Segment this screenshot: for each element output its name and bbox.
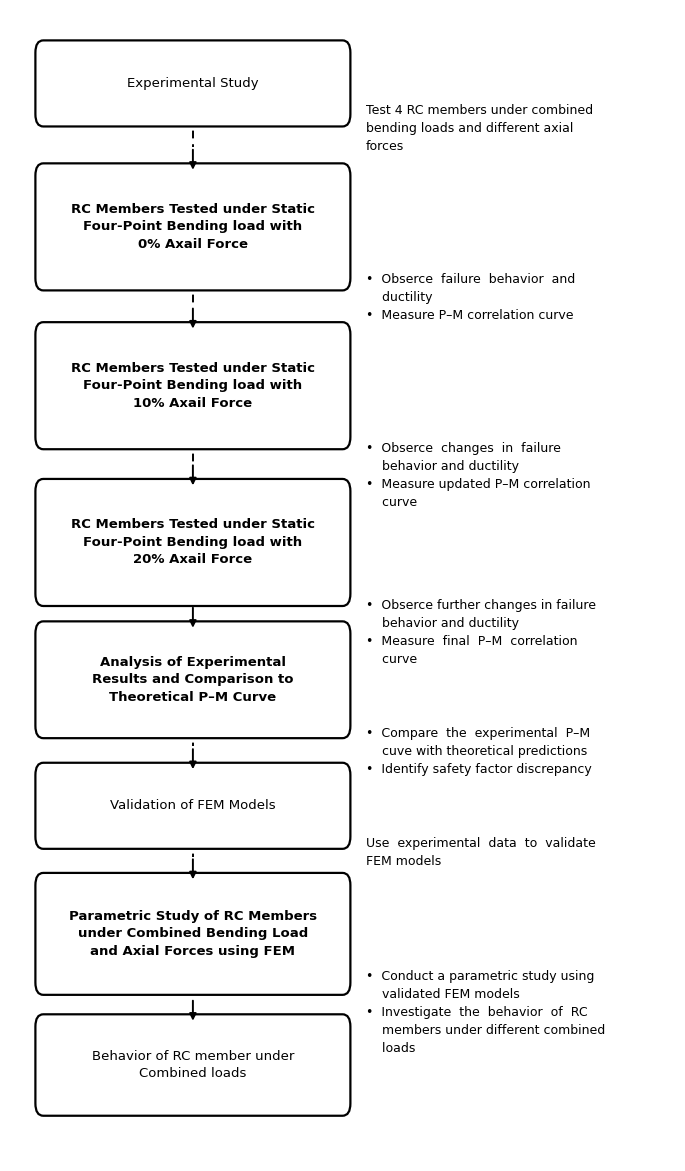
Text: •  Conduct a parametric study using
    validated FEM models
•  Investigate  the: • Conduct a parametric study using valid… xyxy=(366,970,605,1055)
FancyBboxPatch shape xyxy=(36,622,351,738)
FancyBboxPatch shape xyxy=(36,164,351,290)
Text: Experimental Study: Experimental Study xyxy=(127,77,259,90)
Text: •  Compare  the  experimental  P–M
    cuve with theoretical predictions
•  Iden: • Compare the experimental P–M cuve with… xyxy=(366,727,591,776)
FancyBboxPatch shape xyxy=(36,762,351,849)
Text: RC Members Tested under Static
Four-Point Bending load with
20% Axail Force: RC Members Tested under Static Four-Poin… xyxy=(71,519,315,567)
FancyBboxPatch shape xyxy=(36,479,351,607)
Text: Test 4 RC members under combined
bending loads and different axial
forces: Test 4 RC members under combined bending… xyxy=(366,104,593,153)
Text: RC Members Tested under Static
Four-Point Bending load with
10% Axail Force: RC Members Tested under Static Four-Poin… xyxy=(71,362,315,410)
Text: Behavior of RC member under
Combined loads: Behavior of RC member under Combined loa… xyxy=(92,1049,294,1081)
FancyBboxPatch shape xyxy=(36,1014,351,1116)
Text: Analysis of Experimental
Results and Comparison to
Theoretical P–M Curve: Analysis of Experimental Results and Com… xyxy=(92,656,294,704)
Text: •  Obserce  failure  behavior  and
    ductility
•  Measure P–M correlation curv: • Obserce failure behavior and ductility… xyxy=(366,273,575,322)
Text: RC Members Tested under Static
Four-Point Bending load with
0% Axail Force: RC Members Tested under Static Four-Poin… xyxy=(71,203,315,251)
FancyBboxPatch shape xyxy=(36,41,351,126)
Text: •  Obserce  changes  in  failure
    behavior and ductility
•  Measure updated P: • Obserce changes in failure behavior an… xyxy=(366,443,590,509)
Text: •  Obserce further changes in failure
    behavior and ductility
•  Measure  fin: • Obserce further changes in failure beh… xyxy=(366,598,595,666)
Text: Use  experimental  data  to  validate
FEM models: Use experimental data to validate FEM mo… xyxy=(366,836,595,868)
FancyBboxPatch shape xyxy=(36,872,351,995)
Text: Validation of FEM Models: Validation of FEM Models xyxy=(110,800,275,813)
FancyBboxPatch shape xyxy=(36,322,351,450)
Text: Parametric Study of RC Members
under Combined Bending Load
and Axial Forces usin: Parametric Study of RC Members under Com… xyxy=(68,910,317,958)
